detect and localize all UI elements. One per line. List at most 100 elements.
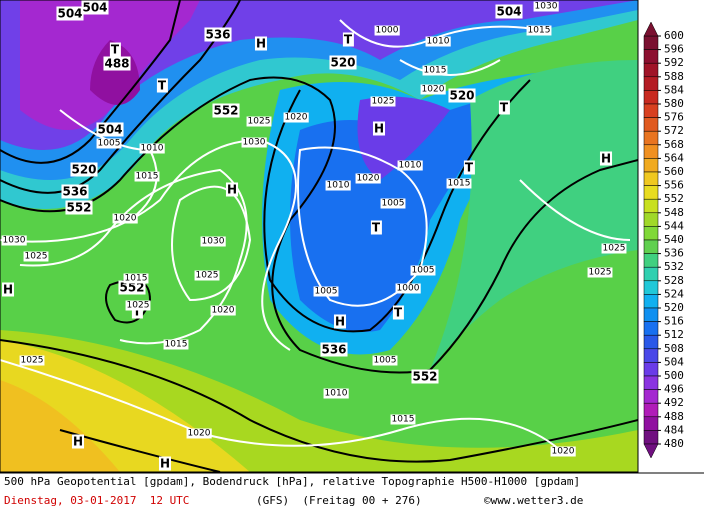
colorbar-swatch: [643, 158, 659, 173]
colorbar-label: 532: [664, 260, 684, 273]
height-label: 520: [449, 89, 474, 103]
footer-credit: ©www.wetter3.de: [484, 494, 583, 507]
label-bg: [374, 25, 400, 36]
colorbar-cap: [643, 443, 659, 459]
height-label: H: [160, 457, 170, 471]
label-bg: [422, 65, 448, 76]
label-bg: [19, 355, 45, 366]
pressure-label: 1015: [165, 340, 188, 350]
colorbar-swatch: [643, 239, 659, 254]
label-bg: [498, 100, 510, 115]
pressure-label: 1005: [412, 266, 435, 276]
pressure-label: 1010: [399, 161, 422, 171]
height-label: T: [133, 305, 142, 319]
pressure-label: 1005: [98, 139, 121, 149]
label-bg: [200, 236, 226, 247]
map: [0, 0, 638, 472]
pressure-label: 1025: [372, 97, 395, 107]
colorbar-swatch: [643, 389, 659, 404]
map-frame: [0, 0, 639, 473]
label-bg: [446, 178, 472, 189]
pressure-label: 1020: [552, 447, 575, 457]
label-bg: [601, 243, 627, 254]
height-label: 536: [321, 343, 346, 357]
label-bg: [118, 280, 146, 295]
height-label: H: [601, 152, 611, 166]
label-bg: [23, 251, 49, 262]
pressure-label: 1015: [424, 66, 447, 76]
colorbar-swatch: [643, 226, 659, 241]
colorbar-label: 568: [664, 138, 684, 151]
colorbar-swatch: [643, 185, 659, 200]
colorbar-label: 480: [664, 437, 684, 450]
height-label: T: [394, 306, 403, 320]
colorbar-swatch: [643, 212, 659, 227]
label-bg: [380, 198, 406, 209]
label-bg: [342, 32, 354, 47]
label-bg: [158, 456, 172, 471]
height-label: T: [344, 33, 353, 47]
label-bg: [370, 220, 382, 235]
colorbar-label: 560: [664, 165, 684, 178]
label-bg: [139, 143, 165, 154]
pressure-label: 1025: [589, 268, 612, 278]
colorbar-label: 576: [664, 111, 684, 124]
label-bg: [204, 27, 232, 42]
colorbar-swatch: [643, 430, 659, 445]
label-bg: [254, 36, 268, 51]
label-bg: [186, 428, 212, 439]
pressure-label: 1005: [315, 287, 338, 297]
height-label: 536: [205, 28, 230, 42]
colorbar-swatch: [643, 334, 659, 350]
footer-model: (GFS) (Freitag 00 + 276): [256, 494, 422, 507]
height-label: 504: [496, 5, 521, 19]
colorbar-label: 536: [664, 247, 684, 260]
colorbar-label: 540: [664, 233, 684, 246]
label-bg: [495, 4, 523, 19]
height-label: 552: [119, 281, 144, 295]
height-label: H: [374, 122, 384, 136]
colorbar-swatch: [643, 130, 659, 146]
colorbar-swatch: [643, 375, 659, 390]
colorbar-swatch: [643, 280, 659, 295]
label-bg: [65, 200, 93, 215]
height-label: T: [465, 161, 474, 175]
label-bg: [210, 305, 236, 316]
label-bg: [112, 213, 138, 224]
colorbar-label: 492: [664, 396, 684, 409]
height-label: T: [111, 43, 120, 57]
colorbar-label: 572: [664, 124, 684, 137]
label-bg: [333, 314, 347, 329]
pressure-label: 1020: [422, 85, 445, 95]
height-label: 488: [104, 57, 129, 71]
colorbar-swatch: [643, 171, 659, 186]
colorbar-swatch: [643, 253, 659, 268]
pressure-label: 1030: [3, 236, 26, 246]
label-bg: [329, 55, 357, 70]
label-bg: [372, 121, 386, 136]
colorbar-label: 556: [664, 179, 684, 192]
label-bg: [599, 151, 613, 166]
colorbar-swatch: [643, 307, 659, 322]
pressure-label: 1020: [188, 429, 211, 439]
label-bg: [395, 283, 421, 294]
label-bg: [410, 265, 436, 276]
height-label: T: [158, 79, 167, 93]
colorbar-swatch: [643, 321, 659, 336]
label-bg: [109, 42, 121, 57]
pressure-label: 1020: [357, 174, 380, 184]
pressure-label: 1005: [382, 199, 405, 209]
colorbar-label: 592: [664, 56, 684, 69]
label-bg: [131, 304, 143, 319]
colorbar-label: 524: [664, 287, 684, 300]
label-bg: [463, 160, 475, 175]
colorbar-swatch: [643, 266, 659, 282]
colorbar-label: 512: [664, 328, 684, 341]
label-bg: [411, 369, 439, 384]
label-bg: [194, 270, 220, 281]
label-bg: [323, 388, 349, 399]
label-bg: [420, 84, 446, 95]
pressure-label: 1025: [21, 356, 44, 366]
label-bg: [96, 122, 124, 137]
height-label: 504: [82, 1, 107, 15]
